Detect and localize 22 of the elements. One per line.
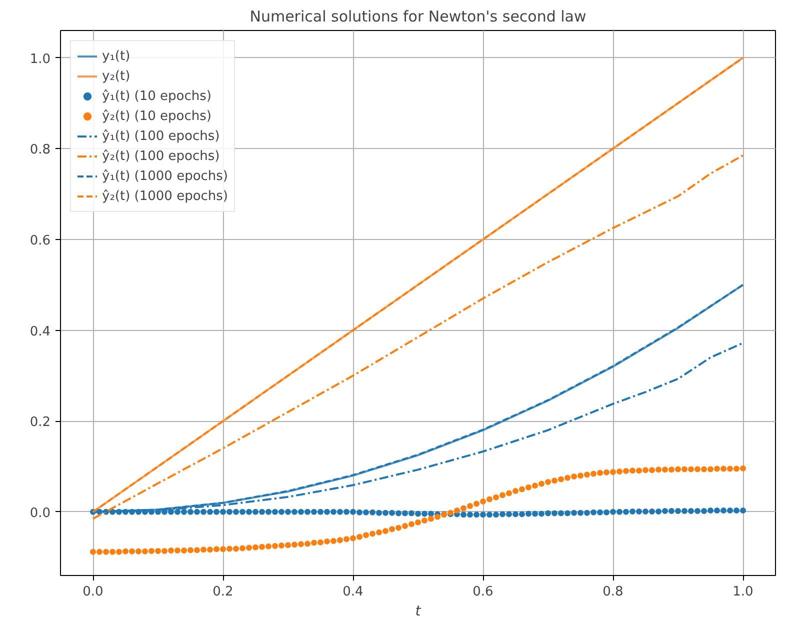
y-tick-label: 0.0 — [30, 506, 51, 521]
x-tick-label: 0.0 — [82, 584, 104, 600]
legend-label: ŷ₁(t) (100 epochs) — [102, 128, 220, 145]
legend-label: ŷ₂(t) (100 epochs) — [102, 148, 220, 165]
x-tick-label: 0.8 — [602, 584, 624, 600]
legend-label: ŷ₁(t) (10 epochs) — [102, 88, 212, 105]
legend-label: ŷ₁(t) (1000 epochs) — [102, 168, 228, 185]
x-tick-label: 0.6 — [472, 584, 494, 600]
y-tick-label: 0.8 — [30, 142, 51, 158]
x-axis-title: t — [415, 604, 422, 620]
legend-label: ŷ₂(t) (1000 epochs) — [102, 188, 228, 205]
legend-label: ŷ₂(t) (10 epochs) — [102, 108, 212, 125]
y-tick-label: 1.0 — [30, 52, 51, 67]
y-tick-label: 0.2 — [30, 415, 51, 430]
legend-label: y₂(t) — [102, 68, 130, 85]
chart-title: Numerical solutions for Newton's second law — [250, 8, 586, 26]
x-tick-label: 1.0 — [732, 584, 754, 600]
y-tick-label: 0.6 — [30, 233, 51, 248]
legend-label: y₁(t) — [102, 48, 130, 65]
x-tick-label: 0.2 — [212, 584, 234, 600]
y-tick-label: 0.4 — [30, 324, 51, 340]
x-tick-label: 0.4 — [342, 584, 364, 600]
